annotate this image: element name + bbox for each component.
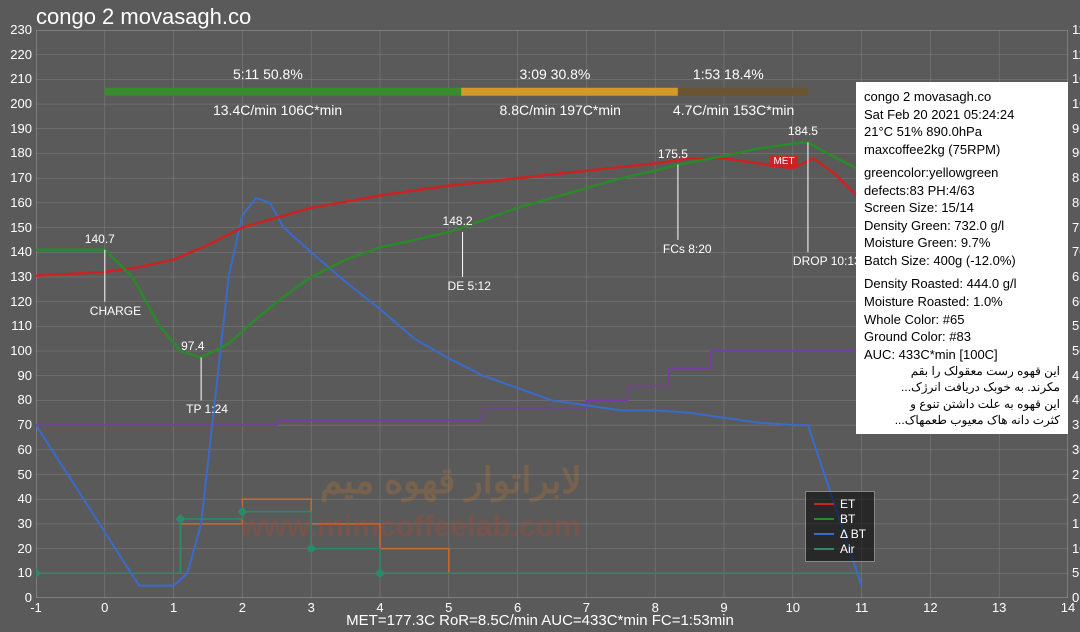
info-notes-3: این قهوه به علت داشتن تنوع و [864,396,1060,412]
info-moisture-roasted: Moisture Roasted: 1.0% [864,293,1060,311]
info-whole-color: Whole Color: #65 [864,311,1060,329]
info-title: congo 2 movasagh.co [864,88,1060,106]
info-notes-1: این قهوه رست معقولک را بقم [864,363,1060,379]
info-ground-color: Ground Color: #83 [864,328,1060,346]
watermark-arabic: لابراتوار قهوه میم [320,460,582,502]
info-notes-2: مکرند. به خوبک دریافت انرژک... [864,379,1060,395]
info-defects: defects:83 PH:4/63 [864,182,1060,200]
info-env: 21°C 51% 890.0hPa [864,123,1060,141]
info-notes-4: کثرت دانه هاک معیوب طعمهاک... [864,412,1060,428]
info-greencolor: greencolor:yellowgreen [864,164,1060,182]
met-tag: MET [770,156,797,167]
footer-metrics: MET=177.3C RoR=8.5C/min AUC=433C*min FC=… [0,612,1080,629]
info-machine: maxcoffee2kg (75RPM) [864,141,1060,159]
info-auc: AUC: 433C*min [100C] [864,346,1060,364]
legend: ETBTΔ BTAir [805,491,875,562]
info-batch: Batch Size: 400g (-12.0%) [864,252,1060,270]
info-moisture-green: Moisture Green: 9.7% [864,234,1060,252]
watermark-url: www.mimcoffeelab.com [240,510,581,544]
info-screen: Screen Size: 15/14 [864,199,1060,217]
info-density-roasted: Density Roasted: 444.0 g/l [864,275,1060,293]
chart-container: congo 2 movasagh.co 01020304050607080901… [0,0,1080,632]
info-panel: congo 2 movasagh.co Sat Feb 20 2021 05:2… [856,82,1068,434]
chart-title: congo 2 movasagh.co [36,4,251,30]
info-date: Sat Feb 20 2021 05:24:24 [864,106,1060,124]
info-density-green: Density Green: 732.0 g/l [864,217,1060,235]
